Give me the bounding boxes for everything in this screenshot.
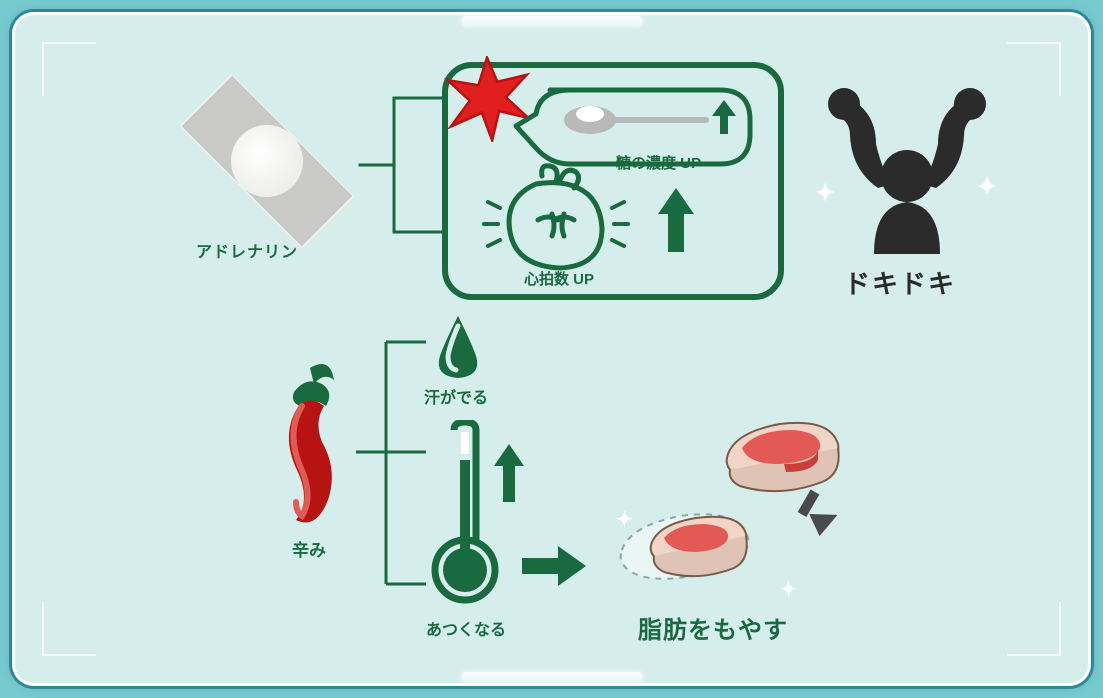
heart-pump-icon (482, 162, 632, 282)
corner-bracket-tl (42, 42, 96, 96)
excited-label: ドキドキ (844, 264, 956, 301)
burn-fat-label: 脂肪をもやす (638, 610, 788, 645)
sweat-label: 汗がでる (424, 384, 488, 408)
corner-bracket-tr (1007, 42, 1061, 96)
panel-frame: アドレナリン 糖の濃度 UP (12, 12, 1091, 686)
adrenaline-label: アドレナリン (196, 238, 298, 262)
corner-bracket-bl (42, 602, 96, 656)
heart-rate-up-label: 心拍数 UP (524, 268, 594, 289)
temp-up-arrow-icon (492, 442, 526, 506)
fat-burn-icon: ✦ ✦ (612, 416, 857, 610)
edge-accent-top (462, 16, 642, 26)
sweat-drop-icon (432, 314, 484, 380)
excited-person-icon: ✦ ✦ (822, 84, 992, 254)
heart-up-arrow-icon (654, 186, 698, 256)
svg-text:✦: ✦ (780, 579, 797, 601)
thermometer-icon (428, 420, 502, 620)
edge-accent-bottom (462, 672, 642, 682)
right-arrow-icon (520, 542, 588, 590)
chili-pepper-icon (272, 362, 352, 532)
adrenaline-icon (179, 73, 354, 248)
sparkle-icon: ✦ (816, 180, 834, 206)
spicy-label: 辛み (292, 536, 326, 561)
connector-pepper-icon (356, 334, 426, 592)
connector-adrenaline-icon (360, 92, 442, 238)
svg-text:✦: ✦ (616, 509, 633, 531)
corner-bracket-br (1007, 602, 1061, 656)
sparkle-icon: ✦ (978, 174, 996, 200)
hot-label: あつくなる (426, 616, 506, 640)
